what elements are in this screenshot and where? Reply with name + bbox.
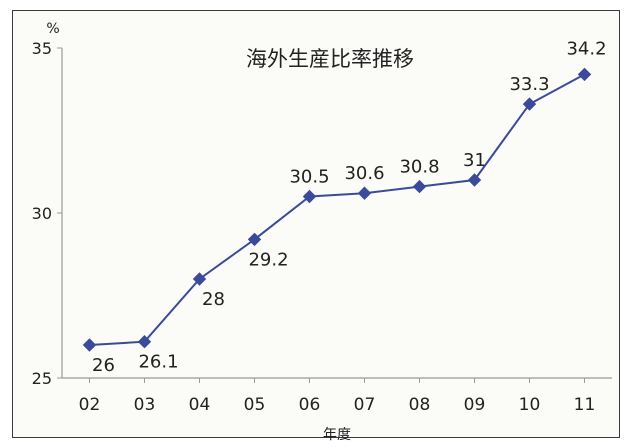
- axes: [57, 47, 612, 383]
- x-tick-label: 05: [244, 395, 266, 415]
- data-point-marker: [467, 173, 482, 187]
- y-tick-label: 35: [32, 39, 52, 58]
- series: [89, 73, 585, 346]
- data-label: 26.1: [138, 352, 178, 373]
- y-tick-label: 25: [32, 369, 52, 388]
- x-tick-labels: 02 03 04 05 06 07 08 09 10 11: [79, 395, 596, 415]
- x-tick-label: 06: [299, 395, 321, 415]
- data-point-marker: [357, 186, 372, 200]
- data-label: 30.8: [399, 157, 439, 178]
- y-axis-unit-label: %: [46, 21, 59, 37]
- y-tick-label: 30: [32, 204, 52, 223]
- data-label: 33.3: [509, 74, 549, 95]
- markers: [82, 67, 592, 352]
- data-labels: 26 26.1 28 29.2 30.5 30.6 30.8 31 33.3 34.2: [92, 38, 606, 376]
- data-point-marker: [247, 232, 262, 247]
- data-label: 30.5: [289, 167, 329, 188]
- data-point-marker: [192, 272, 207, 286]
- x-tick-label: 02: [79, 395, 101, 415]
- x-tick-label: 11: [574, 395, 596, 415]
- data-label: 28: [202, 289, 225, 310]
- x-tick-label: 07: [354, 395, 376, 415]
- data-point-marker: [82, 338, 97, 352]
- x-tick-label: 09: [464, 395, 486, 415]
- series-line: [89, 73, 585, 346]
- data-point-marker: [412, 179, 427, 194]
- data-point-marker: [522, 97, 537, 111]
- x-tick-label: 03: [134, 395, 156, 415]
- data-point-marker: [137, 334, 152, 349]
- y-tick-labels: 25 30 35: [32, 39, 52, 388]
- data-point-marker: [302, 189, 317, 204]
- data-label: 34.2: [566, 38, 606, 59]
- data-label: 31: [463, 150, 486, 171]
- chart-title: 海外生産比率推移: [246, 47, 414, 71]
- x-axis-title: 年度: [323, 427, 351, 443]
- data-point-marker: [577, 67, 592, 82]
- data-label: 30.6: [344, 163, 384, 184]
- x-tick-label: 04: [189, 395, 211, 415]
- x-tick-label: 08: [409, 395, 431, 415]
- chart-frame: [12, 10, 620, 438]
- data-label: 29.2: [248, 249, 288, 270]
- data-label: 26: [92, 355, 115, 376]
- x-tick-label: 10: [519, 395, 541, 415]
